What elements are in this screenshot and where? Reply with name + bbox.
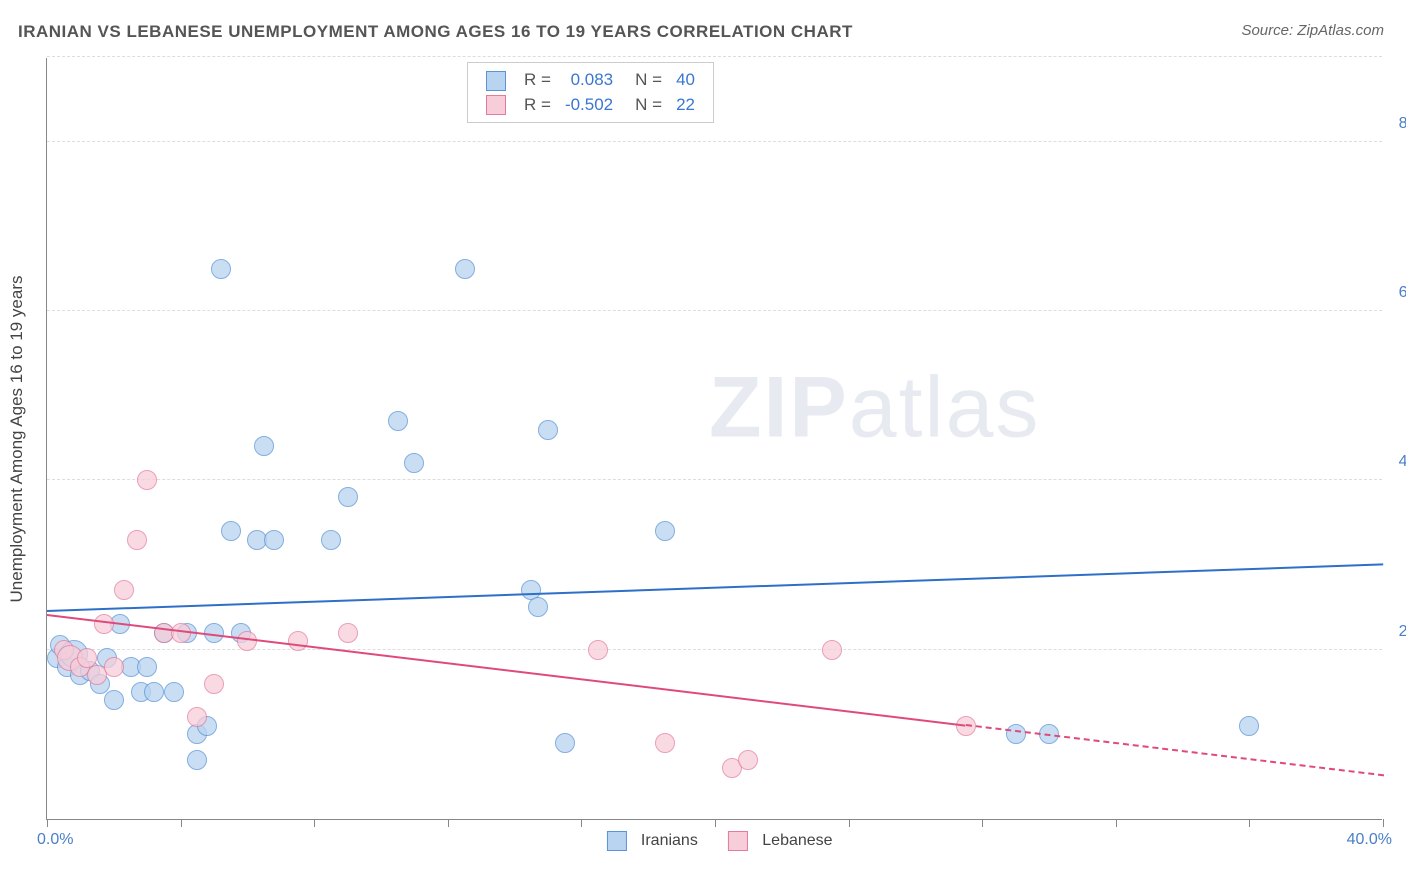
y-tick-label: 60.0% <box>1399 284 1406 302</box>
data-point <box>114 580 134 600</box>
data-point <box>738 750 758 770</box>
data-point <box>338 487 358 507</box>
x-tick <box>1383 819 1384 827</box>
legend-swatch <box>728 831 748 851</box>
x-tick <box>314 819 315 827</box>
legend-R-value: 0.083 <box>559 69 619 92</box>
y-axis-label: Unemployment Among Ages 16 to 19 years <box>7 275 27 602</box>
legend-correlation: R =0.083N =40R =-0.502N =22 <box>467 62 714 123</box>
data-point <box>822 640 842 660</box>
data-point <box>528 597 548 617</box>
chart-container: IRANIAN VS LEBANESE UNEMPLOYMENT AMONG A… <box>0 0 1406 892</box>
data-point <box>338 623 358 643</box>
x-tick <box>581 819 582 827</box>
legend-swatch <box>486 95 506 115</box>
x-tick <box>47 819 48 827</box>
trend-line <box>965 724 1383 776</box>
y-tick-label: 20.0% <box>1399 623 1406 641</box>
y-tick-label: 80.0% <box>1399 115 1406 133</box>
data-point <box>288 631 308 651</box>
legend-row: R =-0.502N =22 <box>480 94 701 117</box>
legend-N-label: N = <box>621 94 668 117</box>
legend-R-label: R = <box>518 94 557 117</box>
data-point <box>237 631 257 651</box>
x-tick <box>1249 819 1250 827</box>
gridline <box>47 479 1382 480</box>
watermark: ZIPatlas <box>709 359 1040 458</box>
data-point <box>104 690 124 710</box>
x-tick <box>982 819 983 827</box>
data-point <box>655 733 675 753</box>
x-axis-min-label: 0.0% <box>37 831 73 849</box>
data-point <box>404 453 424 473</box>
data-point <box>164 682 184 702</box>
data-point <box>127 530 147 550</box>
legend-series: Iranians Lebanese <box>586 831 842 851</box>
data-point <box>144 682 164 702</box>
gridline <box>47 310 1382 311</box>
data-point <box>187 750 207 770</box>
y-tick-label: 40.0% <box>1399 453 1406 471</box>
data-point <box>555 733 575 753</box>
gridline <box>47 141 1382 142</box>
x-tick <box>448 819 449 827</box>
legend-N-value: 22 <box>670 94 701 117</box>
data-point <box>264 530 284 550</box>
data-point <box>204 674 224 694</box>
legend-swatch <box>486 71 506 91</box>
data-point <box>588 640 608 660</box>
chart-title: IRANIAN VS LEBANESE UNEMPLOYMENT AMONG A… <box>18 22 853 42</box>
watermark-bold: ZIP <box>709 360 849 456</box>
data-point <box>321 530 341 550</box>
plot-area: Unemployment Among Ages 16 to 19 years Z… <box>46 58 1382 820</box>
x-tick <box>1116 819 1117 827</box>
trend-line <box>47 614 966 727</box>
trend-line <box>47 563 1383 612</box>
data-point <box>1006 724 1026 744</box>
data-point <box>388 411 408 431</box>
legend-N-value: 40 <box>670 69 701 92</box>
x-tick <box>181 819 182 827</box>
legend-item: Iranians <box>596 832 697 849</box>
legend-swatch <box>606 831 626 851</box>
data-point <box>455 259 475 279</box>
legend-item: Lebanese <box>718 832 833 849</box>
data-point <box>137 470 157 490</box>
gridline <box>47 56 1382 57</box>
data-point <box>187 707 207 727</box>
data-point <box>538 420 558 440</box>
data-point <box>221 521 241 541</box>
x-tick <box>849 819 850 827</box>
data-point <box>655 521 675 541</box>
x-tick <box>715 819 716 827</box>
x-axis-max-label: 40.0% <box>1347 831 1392 849</box>
data-point <box>211 259 231 279</box>
watermark-rest: atlas <box>849 360 1041 456</box>
data-point <box>137 657 157 677</box>
data-point <box>104 657 124 677</box>
data-point <box>254 436 274 456</box>
data-point <box>1239 716 1259 736</box>
legend-row: R =0.083N =40 <box>480 69 701 92</box>
legend-R-value: -0.502 <box>559 94 619 117</box>
legend-N-label: N = <box>621 69 668 92</box>
source-label: Source: ZipAtlas.com <box>1241 22 1384 39</box>
data-point <box>94 614 114 634</box>
legend-R-label: R = <box>518 69 557 92</box>
